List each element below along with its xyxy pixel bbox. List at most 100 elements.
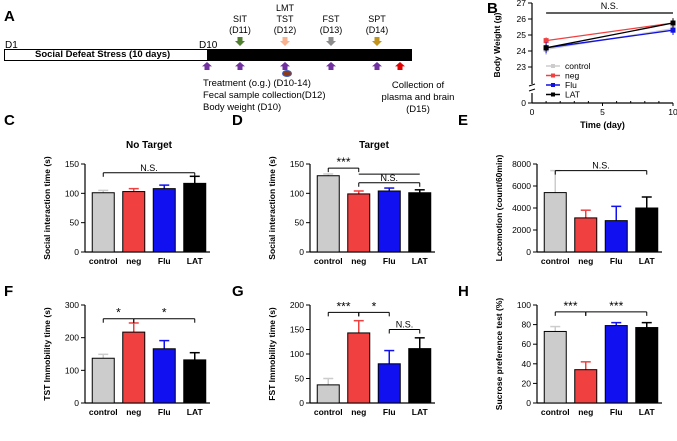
bar-flu — [377, 363, 401, 404]
significance-label: *** — [336, 155, 350, 169]
y-axis-label: Body Weight (g) — [492, 12, 502, 77]
y-tick-label: 23 — [517, 62, 527, 72]
test-label: FST (D13) — [311, 14, 351, 36]
y-tick-label: 150 — [65, 159, 79, 169]
note-body-weight: Body weight (D10) — [203, 102, 282, 113]
panel-label-d: D — [232, 112, 243, 129]
bar-control — [543, 192, 567, 253]
panel-label-g: G — [232, 283, 244, 300]
panel-label-h: H — [458, 283, 469, 300]
series-line-flu — [546, 29, 674, 49]
x-tick-label: 10 — [668, 107, 677, 117]
collection-line: plasma and brain — [381, 92, 455, 103]
x-tick-label: LAT — [639, 256, 656, 266]
timeline-notes: Treatment (o.g.) (D10-14) Fecal sample c… — [203, 78, 326, 114]
data-point — [543, 38, 549, 44]
x-tick-label: Flu — [610, 407, 623, 417]
tst-chart: TST Immobility time (s) 0 100 200 300 control… — [42, 300, 210, 417]
test-label-line: (D13) — [319, 25, 343, 35]
panel-label-b: B — [487, 0, 498, 17]
bar-lat — [408, 192, 432, 253]
y-tick-label: 0 — [526, 398, 531, 408]
x-tick-label: LAT — [187, 256, 204, 266]
y-axis-label: FST Immobility time (s) — [267, 307, 277, 401]
y-tick-label: 6000 — [512, 181, 531, 191]
legend-label: Flu — [565, 80, 577, 90]
legend-label: LAT — [565, 90, 580, 100]
x-tick-label: LAT — [639, 407, 656, 417]
bar-control — [316, 384, 340, 404]
bar-flu — [152, 188, 176, 253]
bar-neg — [574, 369, 598, 404]
y-tick-label: 0 — [74, 247, 79, 257]
bar-control — [91, 192, 115, 253]
stress-period-label: Social Defeat Stress (10 days) — [35, 49, 171, 60]
test-label-line: LMT — [276, 3, 294, 13]
y-tick-label: 20 — [522, 378, 532, 388]
y-tick-label: 25 — [517, 30, 527, 40]
x-tick-label: neg — [126, 256, 141, 266]
y-tick-label: 0 — [521, 98, 526, 108]
test-label-line: SIT — [232, 14, 247, 24]
y-tick-label: 100 — [65, 188, 79, 198]
bar-lat — [183, 359, 207, 404]
social-no-target-chart: No Target Social interaction time (s) 0 50 1… — [42, 140, 210, 266]
test-arrow-down-icon — [326, 37, 336, 46]
panel-label-c: C — [4, 112, 15, 129]
treatment-period-bar — [207, 49, 412, 61]
y-tick-label: 26 — [517, 14, 527, 24]
y-axis-label: Social interaction time (s) — [267, 156, 277, 260]
series-line-lat — [545, 22, 674, 49]
data-point — [670, 20, 676, 26]
y-tick-label: 4000 — [512, 203, 531, 213]
bar-flu — [152, 348, 176, 404]
y-tick-label: 0 — [299, 247, 304, 257]
bar-neg — [574, 217, 598, 253]
bar-lat — [183, 182, 207, 253]
bar-neg — [347, 193, 371, 253]
bar-flu — [377, 190, 401, 253]
x-tick-label: control — [314, 407, 343, 417]
y-tick-label: 80 — [522, 320, 532, 330]
y-tick-label: 200 — [290, 300, 304, 310]
treatment-arrow-up-icon — [235, 62, 245, 70]
x-tick-label: neg — [578, 407, 593, 417]
bar-neg — [122, 331, 146, 404]
test-arrow-down-icon — [280, 37, 290, 46]
x-tick-label: neg — [351, 407, 366, 417]
chart-title: Target — [359, 140, 389, 151]
panel-label-e: E — [458, 112, 469, 129]
bar-lat — [635, 207, 659, 253]
legend-label: control — [565, 61, 591, 71]
significance-label: N.S. — [396, 320, 414, 330]
panel-label-f: F — [4, 283, 14, 300]
y-tick-label: 2000 — [512, 225, 531, 235]
test-arrow-down-icon — [235, 37, 245, 46]
axis-break — [528, 88, 536, 92]
x-tick-label: control — [541, 256, 570, 266]
significance-label: *** — [609, 299, 623, 313]
y-tick-label: 50 — [70, 218, 80, 228]
y-tick-label: 100 — [290, 349, 304, 359]
bar-control — [543, 330, 567, 404]
panel-label-a: A — [4, 8, 15, 25]
treatment-arrow-up-icon — [326, 62, 336, 70]
significance-label: * — [162, 306, 167, 320]
bar-control — [316, 175, 340, 253]
y-tick-label: 0 — [74, 398, 79, 408]
y-tick-label: 0 — [526, 247, 531, 257]
spt-chart: Sucrose preference test (%) 0 20 40 60 80 100 c… — [494, 298, 662, 417]
y-tick-label: 50 — [295, 218, 305, 228]
y-tick-label: 60 — [522, 339, 532, 349]
test-label-line: (D12) — [273, 25, 297, 35]
test-label-line: TST — [276, 14, 294, 24]
y-tick-label: 40 — [522, 359, 532, 369]
y-tick-label: 100 — [517, 300, 531, 310]
legend-label: neg — [565, 71, 579, 81]
x-tick-label: neg — [126, 407, 141, 417]
y-tick-label: 150 — [290, 159, 304, 169]
y-tick-label: 100 — [290, 188, 304, 198]
test-label-line: SPT — [368, 14, 386, 24]
x-tick-label: control — [89, 407, 118, 417]
treatment-arrow-up-icon — [280, 62, 290, 70]
